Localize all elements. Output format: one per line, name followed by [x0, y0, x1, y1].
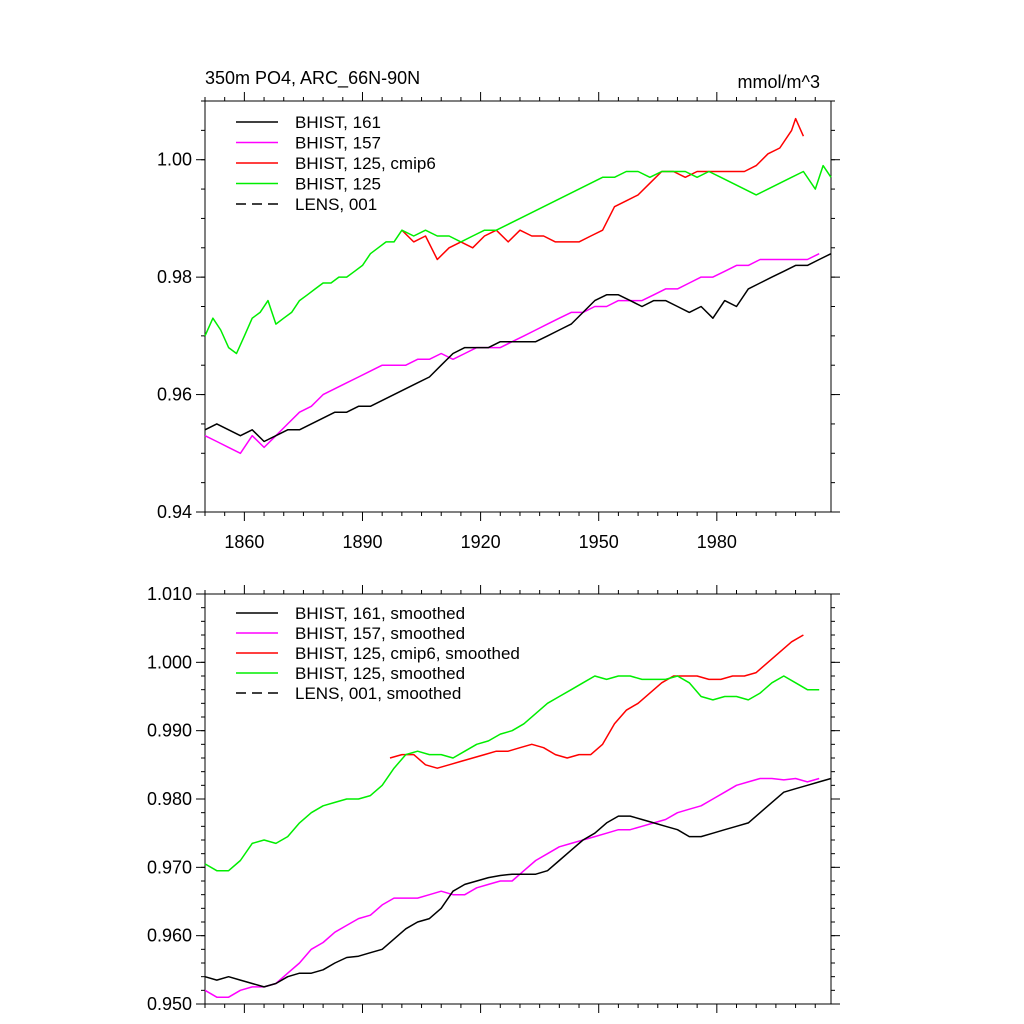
top-series-bhist-125-cmip6: [401, 117, 805, 261]
top-xtick-label-1950: 1950: [579, 532, 619, 552]
top-ytick-label-1.00: 1.00: [157, 150, 192, 170]
top-legend-label-bhist-157: BHIST, 157: [295, 134, 381, 153]
bottom-series-bhist-161-smoothed: [204, 777, 832, 988]
top-xtick-label-1980: 1980: [697, 532, 737, 552]
bottom-series-bhist-125-cmip6-smoothed: [389, 634, 804, 769]
top-xtick-label-1920: 1920: [461, 532, 501, 552]
top-panel: 350m PO4, ARC_66N-90N mmol/m^3 1860 1890 1…: [157, 68, 840, 552]
top-ytick-label-0.94: 0.94: [157, 502, 192, 522]
bottom-legend-label-bhist-157-smoothed: BHIST, 157, smoothed: [295, 624, 465, 643]
top-series-bhist-125: [204, 164, 832, 355]
top-ticks: [196, 92, 840, 521]
bottom-ytick-label-1.000: 1.000: [147, 652, 192, 672]
top-legend-label-bhist-125-cmip6: BHIST, 125, cmip6: [295, 154, 436, 173]
bottom-ytick-label-1.010: 1.010: [147, 584, 192, 604]
bottom-legend-label-bhist-125-smoothed: BHIST, 125, smoothed: [295, 664, 465, 683]
top-title-right-units: mmol/m^3: [738, 72, 820, 92]
top-series-bhist-161: [204, 253, 832, 443]
bottom-series: [204, 634, 832, 998]
top-legend-label-lens-001: LENS, 001: [295, 195, 377, 214]
top-xtick-label-1860: 1860: [224, 532, 264, 552]
bottom-series-bhist-157-smoothed: [204, 777, 820, 998]
bottom-ytick-label-0.970: 0.970: [147, 857, 192, 877]
top-ytick-label-0.98: 0.98: [157, 267, 192, 287]
bottom-series-bhist-125-smoothed: [204, 675, 820, 872]
top-series-bhist-157: [204, 253, 820, 455]
bottom-ytick-label-0.980: 0.980: [147, 789, 192, 809]
top-xtick-label-1890: 1890: [342, 532, 382, 552]
top-title-left: 350m PO4, ARC_66N-90N: [205, 68, 420, 89]
top-legend-label-bhist-161: BHIST, 161: [295, 113, 381, 132]
bottom-legend-label-bhist-125-cmip6-smoothed: BHIST, 125, cmip6, smoothed: [295, 644, 520, 663]
bottom-panel: 0.950 0.960 0.970 0.980 0.990 1.000 1.010 BHIS…: [147, 584, 840, 1014]
bottom-ytick-label-0.950: 0.950: [147, 994, 192, 1014]
bottom-tick-labels: 0.950 0.960 0.970 0.980 0.990 1.000 1.010: [147, 584, 192, 1014]
bottom-ticks: [196, 585, 840, 1013]
top-series: [204, 117, 832, 455]
bottom-legend-label-lens-001-smoothed: LENS, 001, smoothed: [295, 684, 461, 703]
bottom-legend-label-bhist-161-smoothed: BHIST, 161, smoothed: [295, 604, 465, 623]
top-legend-label-bhist-125: BHIST, 125: [295, 175, 381, 194]
bottom-ytick-label-0.960: 0.960: [147, 926, 192, 946]
top-tick-labels: 1860 1890 1920 1950 1980 0.94 0.96 0.98 1.00: [157, 150, 737, 552]
top-ytick-label-0.96: 0.96: [157, 385, 192, 405]
bottom-ytick-label-0.990: 0.990: [147, 721, 192, 741]
